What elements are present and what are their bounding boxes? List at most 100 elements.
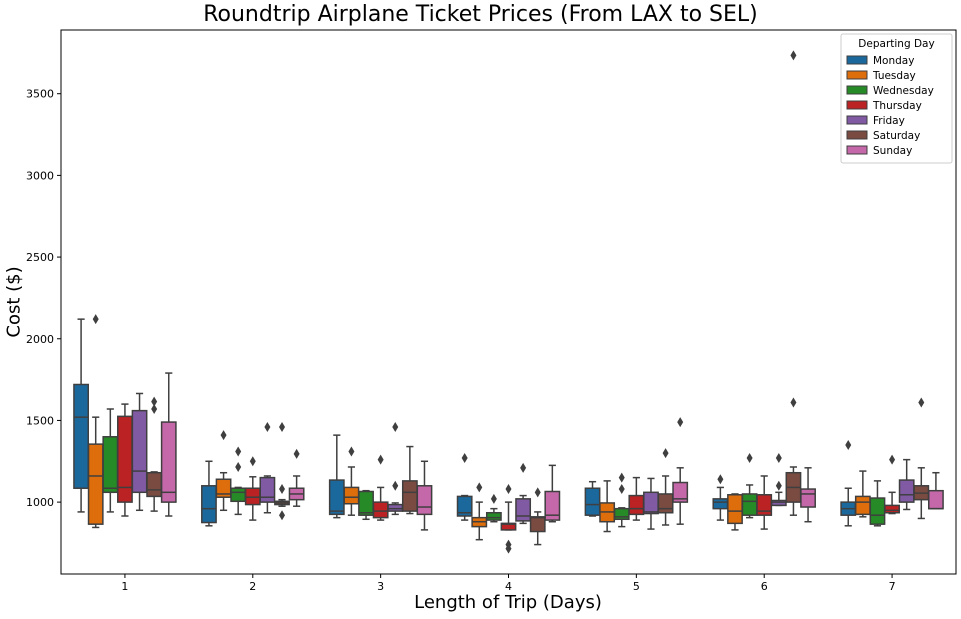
outlier-point xyxy=(92,314,99,325)
x-tick-label: 1 xyxy=(121,580,128,593)
outlier-point xyxy=(534,487,541,498)
legend-entry: Tuesday xyxy=(872,70,916,82)
box-body xyxy=(529,516,546,533)
x-axis-label: Length of Trip (Days) xyxy=(414,592,602,613)
box-body xyxy=(244,487,261,506)
box-body xyxy=(854,495,871,516)
box-body xyxy=(643,491,659,515)
box-body xyxy=(416,485,433,516)
legend-entry: Wednesday xyxy=(873,85,934,97)
outlier-point xyxy=(461,453,468,464)
outlier-point xyxy=(505,543,512,554)
outlier-point xyxy=(151,396,158,407)
outlier-point xyxy=(490,493,497,504)
outlier-point xyxy=(235,461,242,472)
x-tick-label: 5 xyxy=(633,580,640,593)
legend-entry: Sunday xyxy=(873,145,912,157)
y-tick-label: 1500 xyxy=(26,414,54,427)
outlier-point xyxy=(618,472,625,483)
outlier-point xyxy=(775,453,782,464)
box-body xyxy=(672,481,689,503)
legend-title: Departing Day xyxy=(858,38,934,50)
box-body xyxy=(343,486,360,505)
box-body xyxy=(628,494,645,516)
outlier-point xyxy=(790,50,797,61)
box-body xyxy=(927,489,944,510)
box-body xyxy=(727,494,743,525)
box-body xyxy=(131,409,148,494)
box-body xyxy=(584,487,601,516)
outlier-point xyxy=(392,421,399,432)
y-tick-label: 3500 xyxy=(26,88,54,101)
box-body xyxy=(146,471,163,498)
box-body xyxy=(456,495,473,517)
box-body xyxy=(87,443,104,525)
box-body xyxy=(117,415,133,503)
legend-entry: Saturday xyxy=(873,130,920,142)
outlier-point xyxy=(264,421,271,432)
box-body xyxy=(898,479,915,503)
box-body xyxy=(358,490,374,516)
box-body xyxy=(387,503,404,512)
outlier-point xyxy=(279,484,286,495)
y-tick-label: 1000 xyxy=(26,496,54,509)
outlier-point xyxy=(790,397,797,408)
legend-swatch xyxy=(846,145,868,155)
box-body xyxy=(770,499,787,507)
outlier-point xyxy=(775,480,782,491)
outlier-point xyxy=(717,474,724,485)
outlier-point xyxy=(618,484,625,495)
legend-swatch xyxy=(846,85,868,95)
box-body xyxy=(712,498,729,510)
box-body xyxy=(657,493,674,514)
x-tick-label: 2 xyxy=(249,580,256,593)
legend-swatch xyxy=(846,115,868,125)
box-body xyxy=(328,479,345,516)
outlier-point xyxy=(505,484,512,495)
legend-swatch xyxy=(846,130,868,140)
outlier-point xyxy=(377,454,384,465)
box-body xyxy=(485,511,502,521)
outlier-point xyxy=(918,397,925,408)
box-body xyxy=(500,522,517,531)
outlier-point xyxy=(677,417,684,428)
box-body xyxy=(613,507,630,521)
x-tick-label: 3 xyxy=(377,580,384,593)
box-body xyxy=(372,501,389,519)
box-body xyxy=(73,383,90,489)
box-body xyxy=(741,493,758,516)
x-tick-label: 4 xyxy=(505,580,512,593)
box-body xyxy=(230,487,247,503)
legend-entry: Monday xyxy=(873,55,914,67)
outlier-point xyxy=(235,446,242,457)
box-body xyxy=(160,421,177,503)
box-body xyxy=(201,485,217,524)
outlier-point xyxy=(476,482,483,493)
box-body xyxy=(515,498,532,522)
box-body xyxy=(544,490,561,521)
outlier-point xyxy=(279,510,286,521)
outlier-point xyxy=(220,430,227,441)
box-body xyxy=(102,436,119,494)
y-tick-label: 2500 xyxy=(26,251,54,264)
y-tick-label: 3000 xyxy=(26,169,54,182)
box-body xyxy=(869,497,886,525)
chart-title: Roundtrip Airplane Ticket Prices (From L… xyxy=(203,2,758,27)
outlier-point xyxy=(845,439,852,450)
outlier-point xyxy=(348,446,355,457)
box-body xyxy=(800,488,816,508)
outlier-point xyxy=(293,448,300,459)
legend-swatch xyxy=(846,55,868,65)
outlier-point xyxy=(520,462,527,473)
outlier-point xyxy=(392,480,399,491)
outlier-point xyxy=(889,454,896,465)
x-tick-label: 7 xyxy=(889,580,896,593)
box-body xyxy=(259,476,276,503)
legend-entry: Friday xyxy=(873,115,905,127)
legend-swatch xyxy=(846,70,868,80)
box-body xyxy=(756,494,773,516)
outlier-point xyxy=(279,421,286,432)
outlier-point xyxy=(746,453,753,464)
